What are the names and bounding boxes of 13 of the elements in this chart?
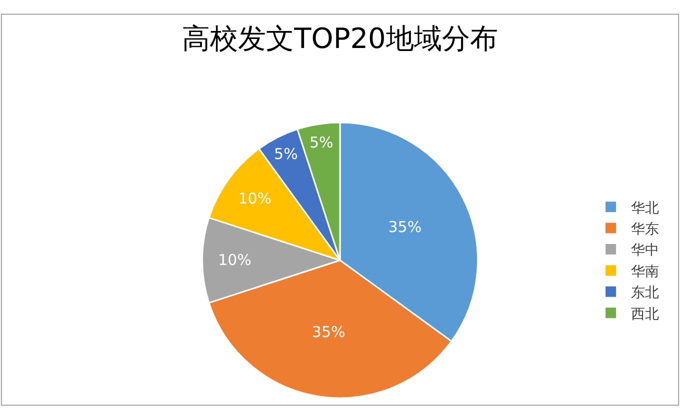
legend-label: 东北 [630,285,659,302]
data-label: 5% [274,145,298,164]
legend-label: 华东 [630,222,659,238]
legend-label: 华中 [630,242,659,259]
chart-title: 高校发文TOP20地域分布 [182,22,498,56]
data-label: 10% [218,251,252,270]
data-label: 10% [238,189,272,208]
legend-label: 西北 [630,306,659,322]
legend-label: 华北 [630,200,659,216]
data-label: 35% [388,218,422,236]
data-label: 35% [312,323,346,342]
legend-label: 华南 [630,264,659,280]
data-label: 5% [309,134,334,152]
